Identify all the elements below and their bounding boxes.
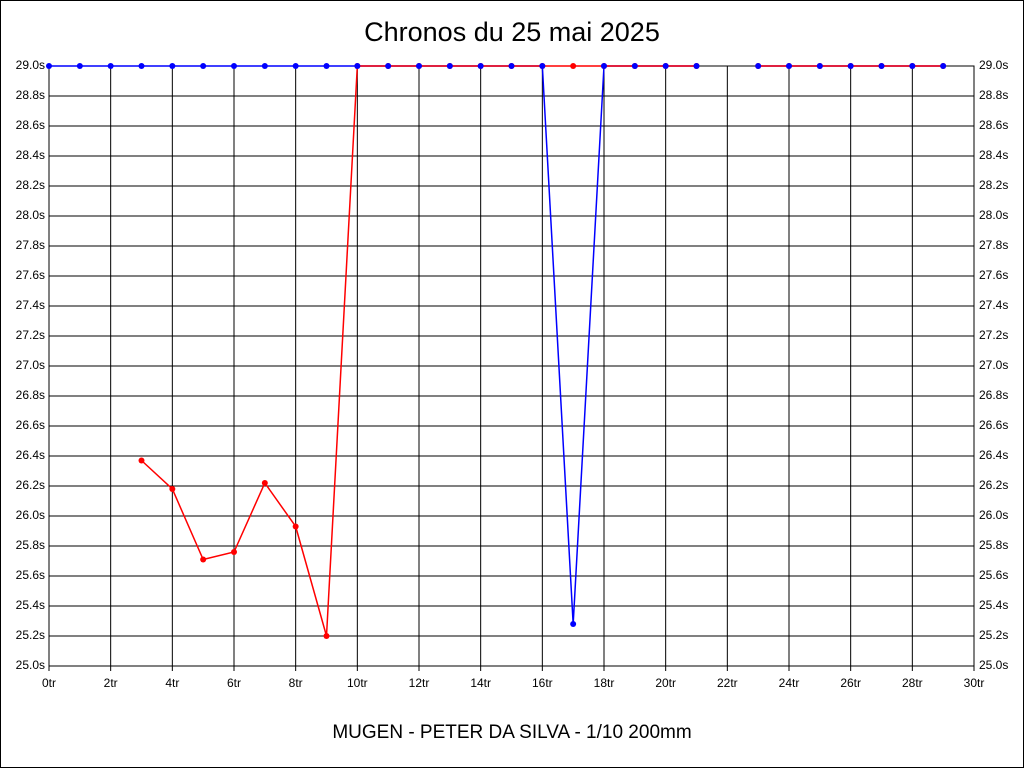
- y-tick-label: 26.4s: [16, 448, 45, 462]
- y2-tick-label: 28.0s: [979, 208, 1008, 222]
- y-tick-label: 25.6s: [16, 568, 45, 582]
- y2-tick-label: 27.0s: [979, 358, 1008, 372]
- x-tick-label: 8tr: [289, 676, 303, 690]
- data-point: [107, 63, 114, 69]
- data-point: [878, 63, 885, 69]
- data-point: [847, 63, 854, 69]
- data-point: [261, 63, 268, 69]
- y2-tick-label: 26.6s: [979, 418, 1008, 432]
- y2-tick-label: 25.8s: [979, 538, 1008, 552]
- data-point: [261, 480, 268, 486]
- y2-tick-label: 25.2s: [979, 628, 1008, 642]
- y-tick-label: 27.8s: [16, 238, 45, 252]
- data-point: [662, 63, 669, 69]
- x-tick-label: 4tr: [165, 676, 179, 690]
- x-tick-label: 24tr: [779, 676, 800, 690]
- data-point: [631, 63, 638, 69]
- y-tick-label: 28.8s: [16, 88, 45, 102]
- y-tick-label: 26.2s: [16, 478, 45, 492]
- y2-tick-label: 26.2s: [979, 478, 1008, 492]
- data-point: [786, 63, 792, 69]
- y2-tick-label: 25.4s: [979, 598, 1008, 612]
- data-point: [292, 523, 299, 530]
- data-point: [200, 63, 207, 69]
- data-point: [909, 63, 916, 69]
- data-point: [446, 63, 453, 69]
- data-point: [570, 63, 577, 69]
- y2-tick-label: 26.0s: [979, 508, 1008, 522]
- data-point: [169, 486, 176, 492]
- y2-tick-label: 25.6s: [979, 568, 1008, 582]
- y-tick-label: 27.4s: [16, 298, 45, 312]
- x-tick-label: 20tr: [655, 676, 676, 690]
- y2-tick-label: 26.8s: [979, 388, 1008, 402]
- data-point: [231, 549, 237, 555]
- x-tick-label: 6tr: [227, 676, 241, 690]
- y2-tick-label: 27.6s: [979, 268, 1008, 282]
- x-tick-label: 2tr: [104, 676, 118, 690]
- y-tick-label: 28.4s: [16, 148, 45, 162]
- data-point: [323, 63, 330, 69]
- data-point: [76, 63, 83, 69]
- x-axis-label: MUGEN - PETER DA SILVA - 1/10 200mm: [332, 722, 691, 743]
- data-point: [477, 63, 484, 69]
- y2-tick-label: 27.2s: [979, 328, 1008, 342]
- data-point: [755, 63, 762, 69]
- y-tick-label: 28.0s: [16, 208, 45, 222]
- data-point: [508, 63, 515, 69]
- data-point: [570, 621, 577, 627]
- data-point: [416, 63, 422, 69]
- x-tick-label: 14tr: [470, 676, 491, 690]
- y2-tick-label: 27.4s: [979, 298, 1008, 312]
- data-point: [231, 63, 237, 69]
- y-tick-label: 27.0s: [16, 358, 45, 372]
- data-point: [292, 63, 299, 69]
- x-tick-label: 10tr: [347, 676, 368, 690]
- data-point: [940, 63, 947, 69]
- y-tick-label: 29.0s: [16, 58, 45, 72]
- y2-tick-label: 26.4s: [979, 448, 1008, 462]
- y-tick-label: 27.2s: [16, 328, 45, 342]
- y-tick-label: 25.4s: [16, 598, 45, 612]
- y-tick-label: 26.0s: [16, 508, 45, 522]
- data-point: [354, 63, 361, 69]
- y-tick-label: 28.6s: [16, 118, 45, 132]
- data-point: [46, 63, 52, 69]
- x-tick-label: 30tr: [964, 676, 985, 690]
- y2-tick-label: 28.8s: [979, 88, 1008, 102]
- data-point: [385, 63, 392, 69]
- data-point: [323, 633, 330, 639]
- y2-tick-label: 25.0s: [979, 658, 1008, 672]
- data-point: [601, 63, 607, 69]
- chart-title: Chronos du 25 mai 2025: [364, 17, 660, 47]
- y2-tick-label: 28.4s: [979, 148, 1008, 162]
- y-tick-label: 25.0s: [16, 658, 45, 672]
- x-tick-label: 18tr: [594, 676, 615, 690]
- data-point: [138, 457, 145, 464]
- x-tick-label: 28tr: [902, 676, 923, 690]
- y-tick-label: 28.2s: [16, 178, 45, 192]
- y-tick-label: 27.6s: [16, 268, 45, 282]
- x-tick-label: 0tr: [42, 676, 56, 690]
- y2-tick-label: 27.8s: [979, 238, 1008, 252]
- y-tick-label: 26.6s: [16, 418, 45, 432]
- data-point: [693, 63, 700, 69]
- y2-tick-label: 28.2s: [979, 178, 1008, 192]
- x-tick-label: 26tr: [840, 676, 861, 690]
- y-tick-label: 25.2s: [16, 628, 45, 642]
- y2-tick-label: 29.0s: [979, 58, 1008, 72]
- x-tick-label: 16tr: [532, 676, 553, 690]
- x-tick-label: 12tr: [409, 676, 430, 690]
- y-tick-label: 25.8s: [16, 538, 45, 552]
- data-point: [138, 63, 145, 69]
- data-point: [200, 556, 207, 563]
- y-tick-label: 26.8s: [16, 388, 45, 402]
- data-point: [169, 63, 176, 69]
- x-tick-label: 22tr: [717, 676, 738, 690]
- y2-tick-label: 28.6s: [979, 118, 1008, 132]
- data-point: [816, 63, 823, 69]
- data-point: [539, 63, 546, 69]
